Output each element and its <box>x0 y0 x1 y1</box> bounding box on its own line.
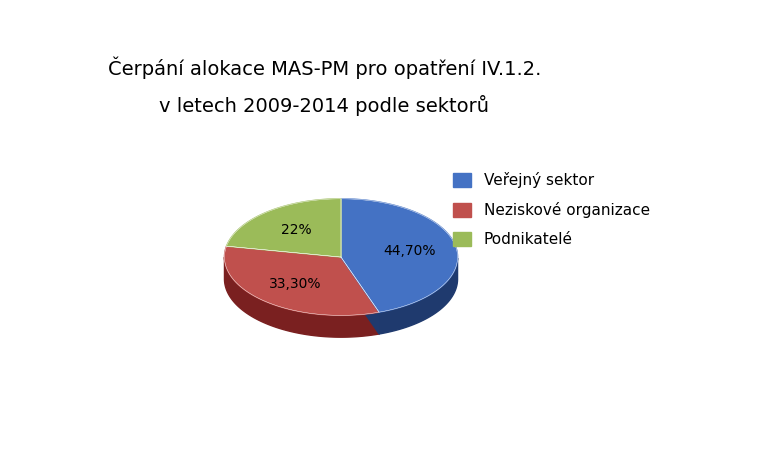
Polygon shape <box>225 257 379 337</box>
Polygon shape <box>225 246 379 315</box>
Text: Čerpání alokace MAS-PM pro opatření IV.1.2.: Čerpání alokace MAS-PM pro opatření IV.1… <box>107 57 541 79</box>
Polygon shape <box>379 258 458 334</box>
Polygon shape <box>341 199 458 312</box>
Polygon shape <box>341 257 379 334</box>
Polygon shape <box>341 257 379 334</box>
Text: 44,70%: 44,70% <box>384 244 436 258</box>
Polygon shape <box>226 199 341 257</box>
Text: 22%: 22% <box>281 223 312 237</box>
Legend: Veřejný sektor, Neziskové organizace, Podnikatelé: Veřejný sektor, Neziskové organizace, Po… <box>447 166 656 253</box>
Text: v letech 2009-2014 podle sektorů: v letech 2009-2014 podle sektorů <box>159 95 489 115</box>
Text: 33,30%: 33,30% <box>269 277 321 290</box>
